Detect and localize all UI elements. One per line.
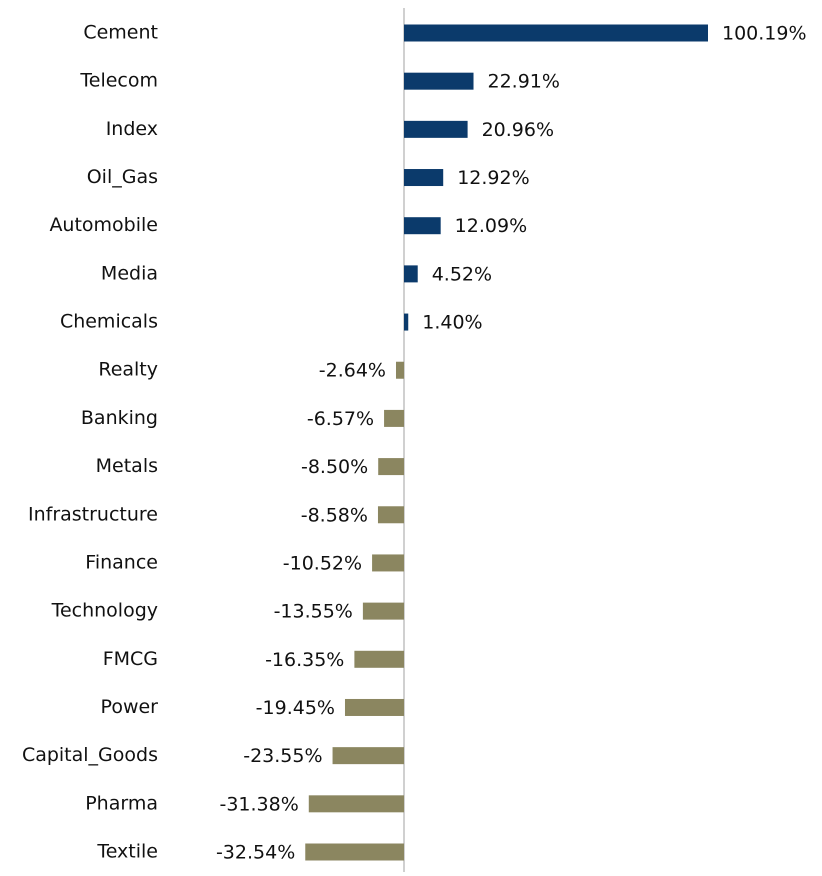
bar <box>404 217 441 235</box>
value-label: -23.55% <box>243 745 322 767</box>
bar <box>404 120 468 138</box>
value-label: -31.38% <box>219 793 298 815</box>
bar <box>404 313 409 331</box>
category-label: Pharma <box>85 792 158 814</box>
bar <box>377 506 404 524</box>
value-label: 1.40% <box>422 312 482 334</box>
bar <box>305 843 404 861</box>
category-label: Technology <box>51 600 158 622</box>
bar <box>308 795 404 813</box>
bar <box>354 650 404 668</box>
value-label: -6.57% <box>307 408 374 430</box>
value-label: 20.96% <box>482 119 554 141</box>
category-label: Infrastructure <box>28 503 158 525</box>
value-label: -19.45% <box>256 697 335 719</box>
value-label: 12.09% <box>455 215 527 237</box>
category-label: Textile <box>96 841 158 863</box>
bar <box>404 265 418 283</box>
category-label: Media <box>101 262 158 284</box>
value-label: 4.52% <box>432 263 492 285</box>
category-label: Chemicals <box>60 311 158 333</box>
bar <box>332 747 404 765</box>
category-label: FMCG <box>103 648 158 670</box>
category-label: Oil_Gas <box>87 166 158 188</box>
category-label: Power <box>101 696 159 718</box>
value-label: 100.19% <box>722 23 807 45</box>
category-label: Index <box>106 118 158 140</box>
value-label: 12.92% <box>457 167 529 189</box>
bar <box>404 169 444 187</box>
value-label: -16.35% <box>265 649 344 671</box>
category-label: Cement <box>83 22 158 44</box>
value-label: -8.58% <box>301 504 368 526</box>
value-label: -10.52% <box>283 552 362 574</box>
bar <box>344 698 404 716</box>
value-label: -8.50% <box>301 456 368 478</box>
category-label: Banking <box>81 407 158 429</box>
category-label: Finance <box>85 551 158 573</box>
value-label: -2.64% <box>319 360 386 382</box>
category-label: Telecom <box>79 70 158 92</box>
bar <box>362 602 404 620</box>
bar <box>404 24 708 42</box>
category-label: Automobile <box>49 214 158 236</box>
bar <box>372 554 404 572</box>
bar <box>384 409 404 427</box>
bar <box>378 458 404 476</box>
category-label: Realty <box>98 359 158 381</box>
value-label: -13.55% <box>274 601 353 623</box>
value-label: 22.91% <box>488 71 560 93</box>
category-label: Capital_Goods <box>22 744 158 766</box>
bar <box>395 361 404 379</box>
value-label: -32.54% <box>216 842 295 864</box>
category-label: Metals <box>96 455 158 477</box>
bar <box>404 72 474 90</box>
